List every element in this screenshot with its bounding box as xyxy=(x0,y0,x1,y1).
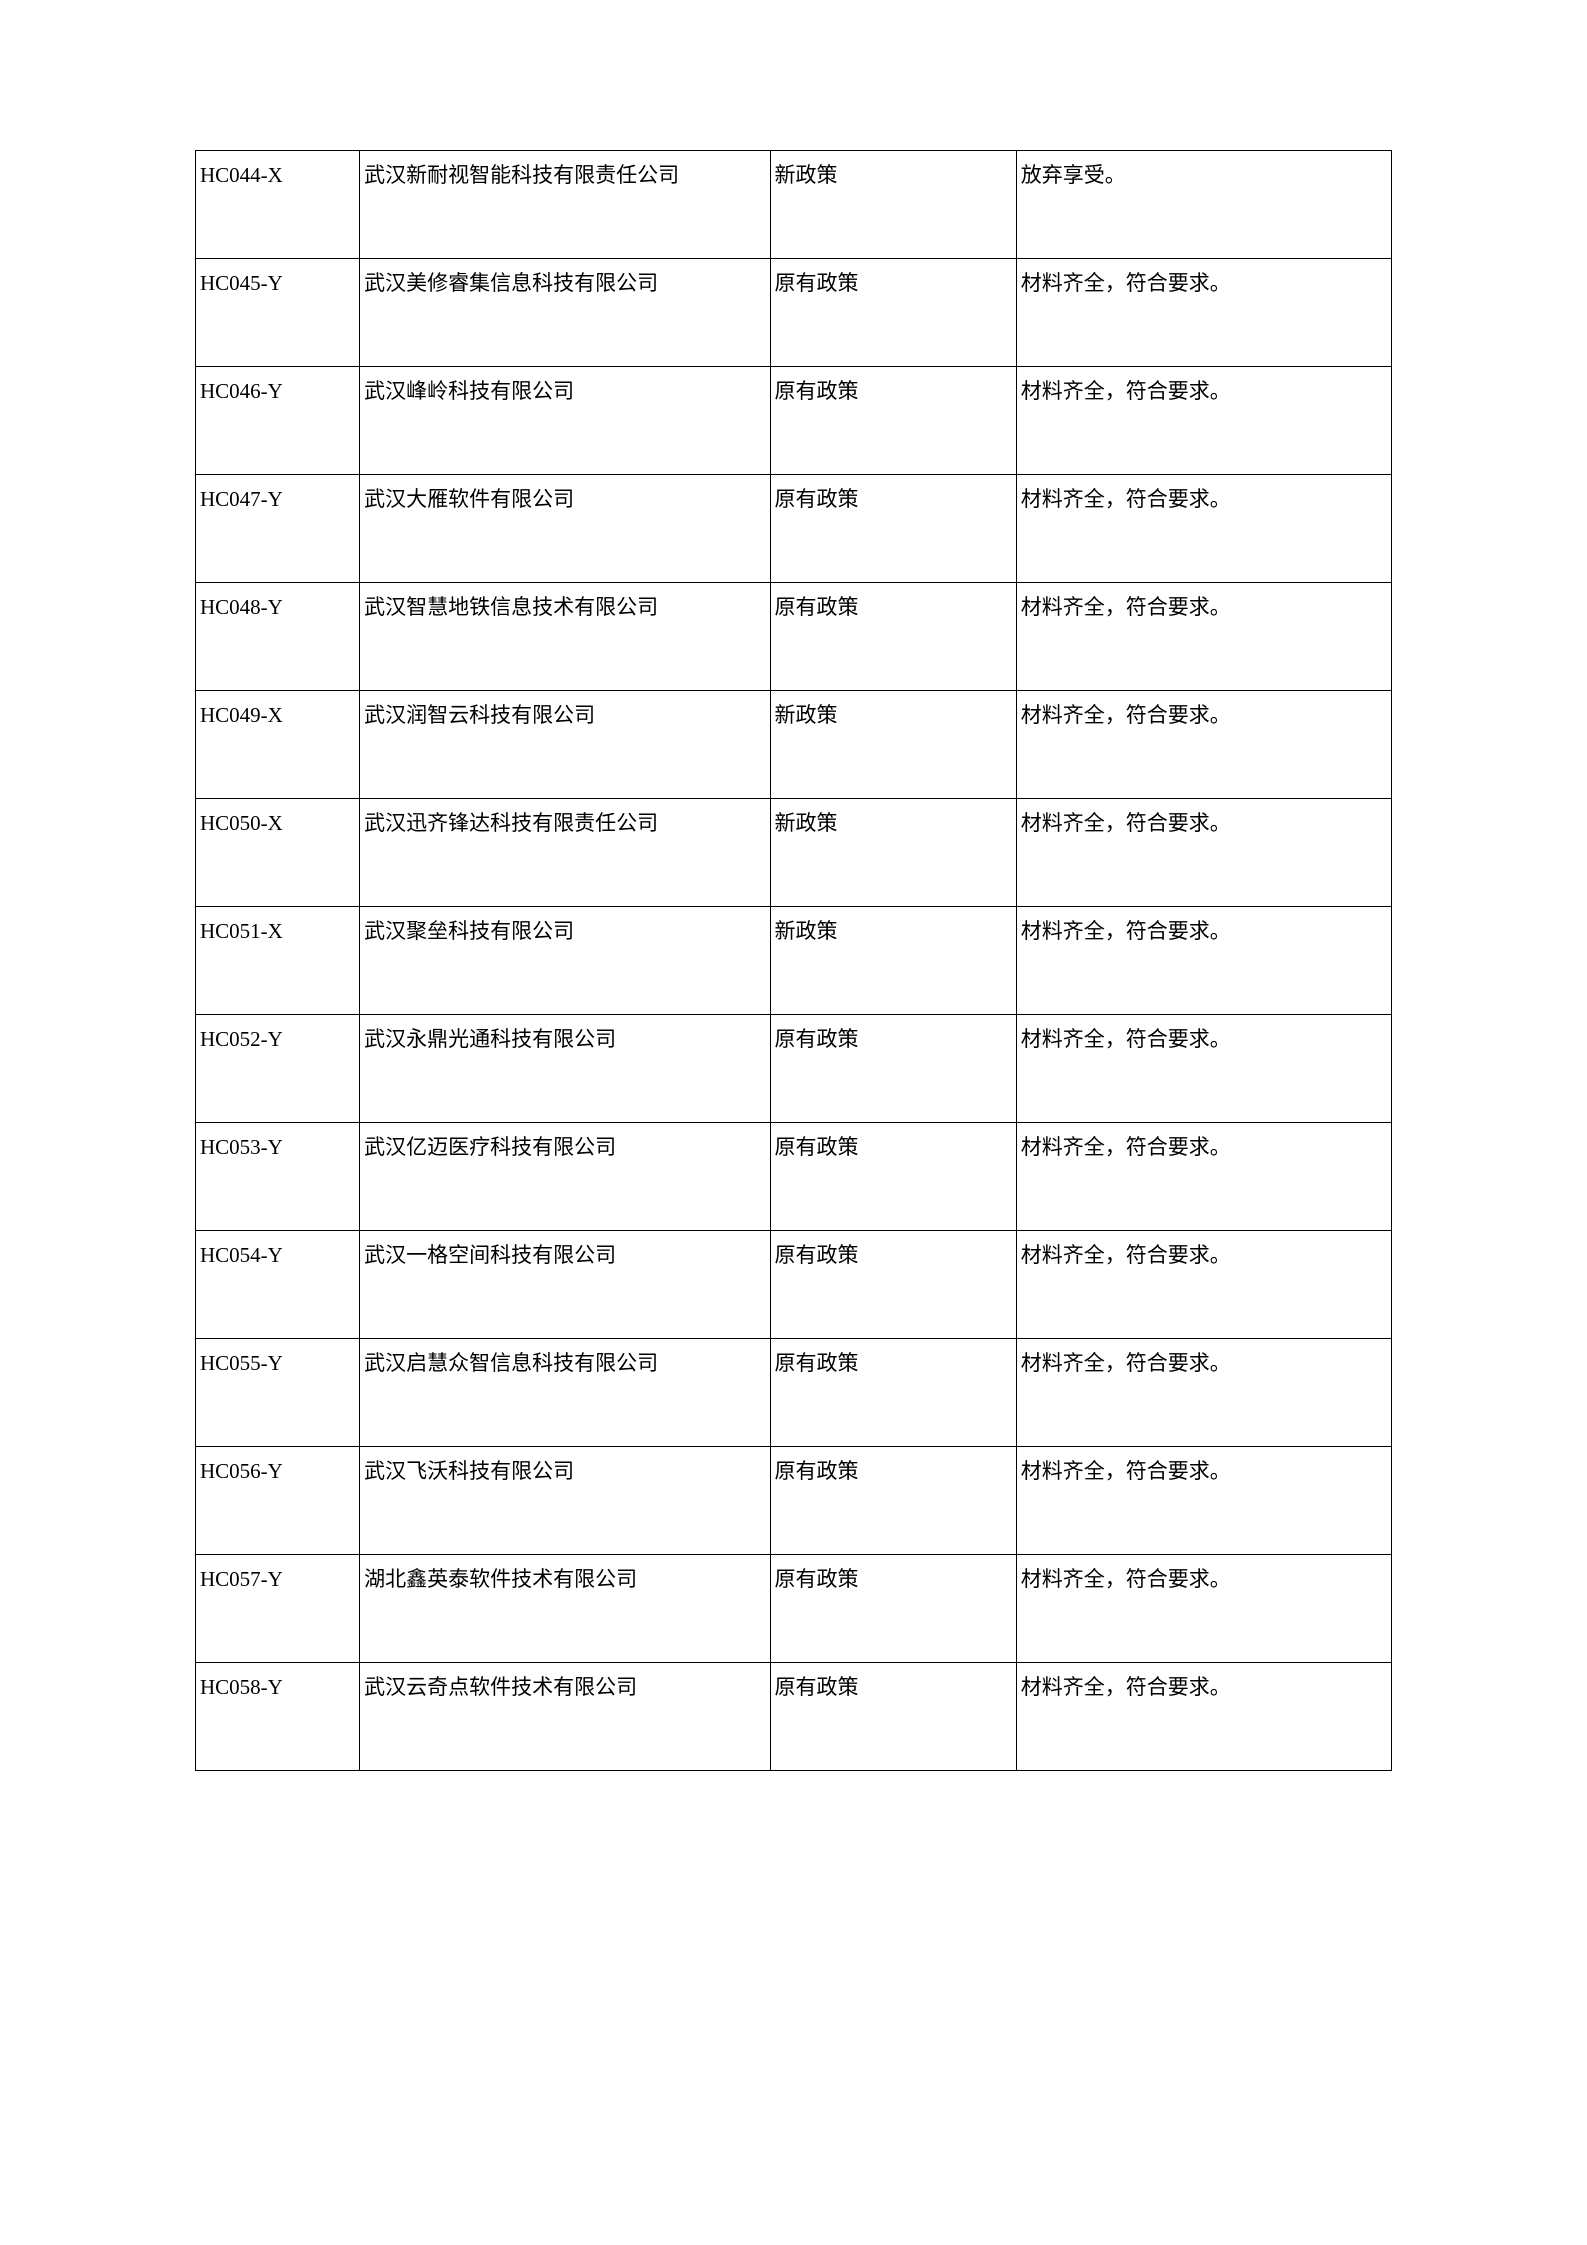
cell-code: HC048-Y xyxy=(196,583,360,691)
cell-company: 武汉迅齐锋达科技有限责任公司 xyxy=(360,799,770,907)
cell-policy: 原有政策 xyxy=(770,1015,1016,1123)
cell-code: HC054-Y xyxy=(196,1231,360,1339)
cell-policy: 原有政策 xyxy=(770,1663,1016,1771)
table-row: HC054-Y武汉一格空间科技有限公司原有政策材料齐全，符合要求。 xyxy=(196,1231,1392,1339)
cell-code: HC051-X xyxy=(196,907,360,1015)
cell-policy: 原有政策 xyxy=(770,1339,1016,1447)
cell-code: HC058-Y xyxy=(196,1663,360,1771)
cell-policy: 原有政策 xyxy=(770,583,1016,691)
cell-policy: 新政策 xyxy=(770,151,1016,259)
cell-company: 武汉峰岭科技有限公司 xyxy=(360,367,770,475)
cell-code: HC045-Y xyxy=(196,259,360,367)
cell-code: HC056-Y xyxy=(196,1447,360,1555)
table-row: HC056-Y武汉飞沃科技有限公司原有政策材料齐全，符合要求。 xyxy=(196,1447,1392,1555)
table-row: HC051-X武汉聚垒科技有限公司新政策材料齐全，符合要求。 xyxy=(196,907,1392,1015)
cell-policy: 原有政策 xyxy=(770,367,1016,475)
table-row: HC046-Y武汉峰岭科技有限公司原有政策材料齐全，符合要求。 xyxy=(196,367,1392,475)
page-container: HC044-X武汉新耐视智能科技有限责任公司新政策放弃享受。HC045-Y武汉美… xyxy=(0,0,1587,1921)
cell-status: 材料齐全，符合要求。 xyxy=(1016,1663,1391,1771)
cell-company: 武汉永鼎光通科技有限公司 xyxy=(360,1015,770,1123)
cell-company: 湖北鑫英泰软件技术有限公司 xyxy=(360,1555,770,1663)
cell-status: 材料齐全，符合要求。 xyxy=(1016,799,1391,907)
cell-status: 放弃享受。 xyxy=(1016,151,1391,259)
cell-code: HC057-Y xyxy=(196,1555,360,1663)
cell-status: 材料齐全，符合要求。 xyxy=(1016,1123,1391,1231)
table-row: HC044-X武汉新耐视智能科技有限责任公司新政策放弃享受。 xyxy=(196,151,1392,259)
cell-company: 武汉新耐视智能科技有限责任公司 xyxy=(360,151,770,259)
cell-code: HC049-X xyxy=(196,691,360,799)
cell-company: 武汉亿迈医疗科技有限公司 xyxy=(360,1123,770,1231)
cell-policy: 原有政策 xyxy=(770,259,1016,367)
data-table: HC044-X武汉新耐视智能科技有限责任公司新政策放弃享受。HC045-Y武汉美… xyxy=(195,150,1392,1771)
cell-policy: 新政策 xyxy=(770,691,1016,799)
cell-status: 材料齐全，符合要求。 xyxy=(1016,1015,1391,1123)
cell-code: HC050-X xyxy=(196,799,360,907)
cell-company: 武汉大雁软件有限公司 xyxy=(360,475,770,583)
cell-policy: 原有政策 xyxy=(770,1123,1016,1231)
cell-status: 材料齐全，符合要求。 xyxy=(1016,1447,1391,1555)
table-body: HC044-X武汉新耐视智能科技有限责任公司新政策放弃享受。HC045-Y武汉美… xyxy=(196,151,1392,1771)
cell-status: 材料齐全，符合要求。 xyxy=(1016,583,1391,691)
cell-policy: 原有政策 xyxy=(770,1555,1016,1663)
table-row: HC048-Y武汉智慧地铁信息技术有限公司原有政策材料齐全，符合要求。 xyxy=(196,583,1392,691)
table-row: HC045-Y武汉美修睿集信息科技有限公司原有政策材料齐全，符合要求。 xyxy=(196,259,1392,367)
cell-policy: 原有政策 xyxy=(770,1231,1016,1339)
cell-company: 武汉智慧地铁信息技术有限公司 xyxy=(360,583,770,691)
table-row: HC057-Y湖北鑫英泰软件技术有限公司原有政策材料齐全，符合要求。 xyxy=(196,1555,1392,1663)
cell-policy: 新政策 xyxy=(770,799,1016,907)
table-row: HC053-Y武汉亿迈医疗科技有限公司原有政策材料齐全，符合要求。 xyxy=(196,1123,1392,1231)
cell-code: HC055-Y xyxy=(196,1339,360,1447)
cell-status: 材料齐全，符合要求。 xyxy=(1016,691,1391,799)
cell-company: 武汉一格空间科技有限公司 xyxy=(360,1231,770,1339)
cell-company: 武汉美修睿集信息科技有限公司 xyxy=(360,259,770,367)
table-row: HC049-X武汉润智云科技有限公司新政策材料齐全，符合要求。 xyxy=(196,691,1392,799)
table-row: HC047-Y武汉大雁软件有限公司原有政策材料齐全，符合要求。 xyxy=(196,475,1392,583)
cell-company: 武汉启慧众智信息科技有限公司 xyxy=(360,1339,770,1447)
cell-policy: 原有政策 xyxy=(770,1447,1016,1555)
cell-status: 材料齐全，符合要求。 xyxy=(1016,475,1391,583)
cell-code: HC047-Y xyxy=(196,475,360,583)
cell-status: 材料齐全，符合要求。 xyxy=(1016,1339,1391,1447)
cell-policy: 原有政策 xyxy=(770,475,1016,583)
cell-policy: 新政策 xyxy=(770,907,1016,1015)
cell-company: 武汉润智云科技有限公司 xyxy=(360,691,770,799)
cell-company: 武汉聚垒科技有限公司 xyxy=(360,907,770,1015)
cell-status: 材料齐全，符合要求。 xyxy=(1016,907,1391,1015)
cell-status: 材料齐全，符合要求。 xyxy=(1016,259,1391,367)
cell-status: 材料齐全，符合要求。 xyxy=(1016,367,1391,475)
table-row: HC055-Y武汉启慧众智信息科技有限公司原有政策材料齐全，符合要求。 xyxy=(196,1339,1392,1447)
cell-status: 材料齐全，符合要求。 xyxy=(1016,1231,1391,1339)
cell-code: HC044-X xyxy=(196,151,360,259)
table-row: HC050-X武汉迅齐锋达科技有限责任公司新政策材料齐全，符合要求。 xyxy=(196,799,1392,907)
cell-company: 武汉云奇点软件技术有限公司 xyxy=(360,1663,770,1771)
table-row: HC052-Y武汉永鼎光通科技有限公司原有政策材料齐全，符合要求。 xyxy=(196,1015,1392,1123)
cell-code: HC046-Y xyxy=(196,367,360,475)
cell-code: HC053-Y xyxy=(196,1123,360,1231)
cell-code: HC052-Y xyxy=(196,1015,360,1123)
cell-status: 材料齐全，符合要求。 xyxy=(1016,1555,1391,1663)
table-row: HC058-Y武汉云奇点软件技术有限公司原有政策材料齐全，符合要求。 xyxy=(196,1663,1392,1771)
cell-company: 武汉飞沃科技有限公司 xyxy=(360,1447,770,1555)
